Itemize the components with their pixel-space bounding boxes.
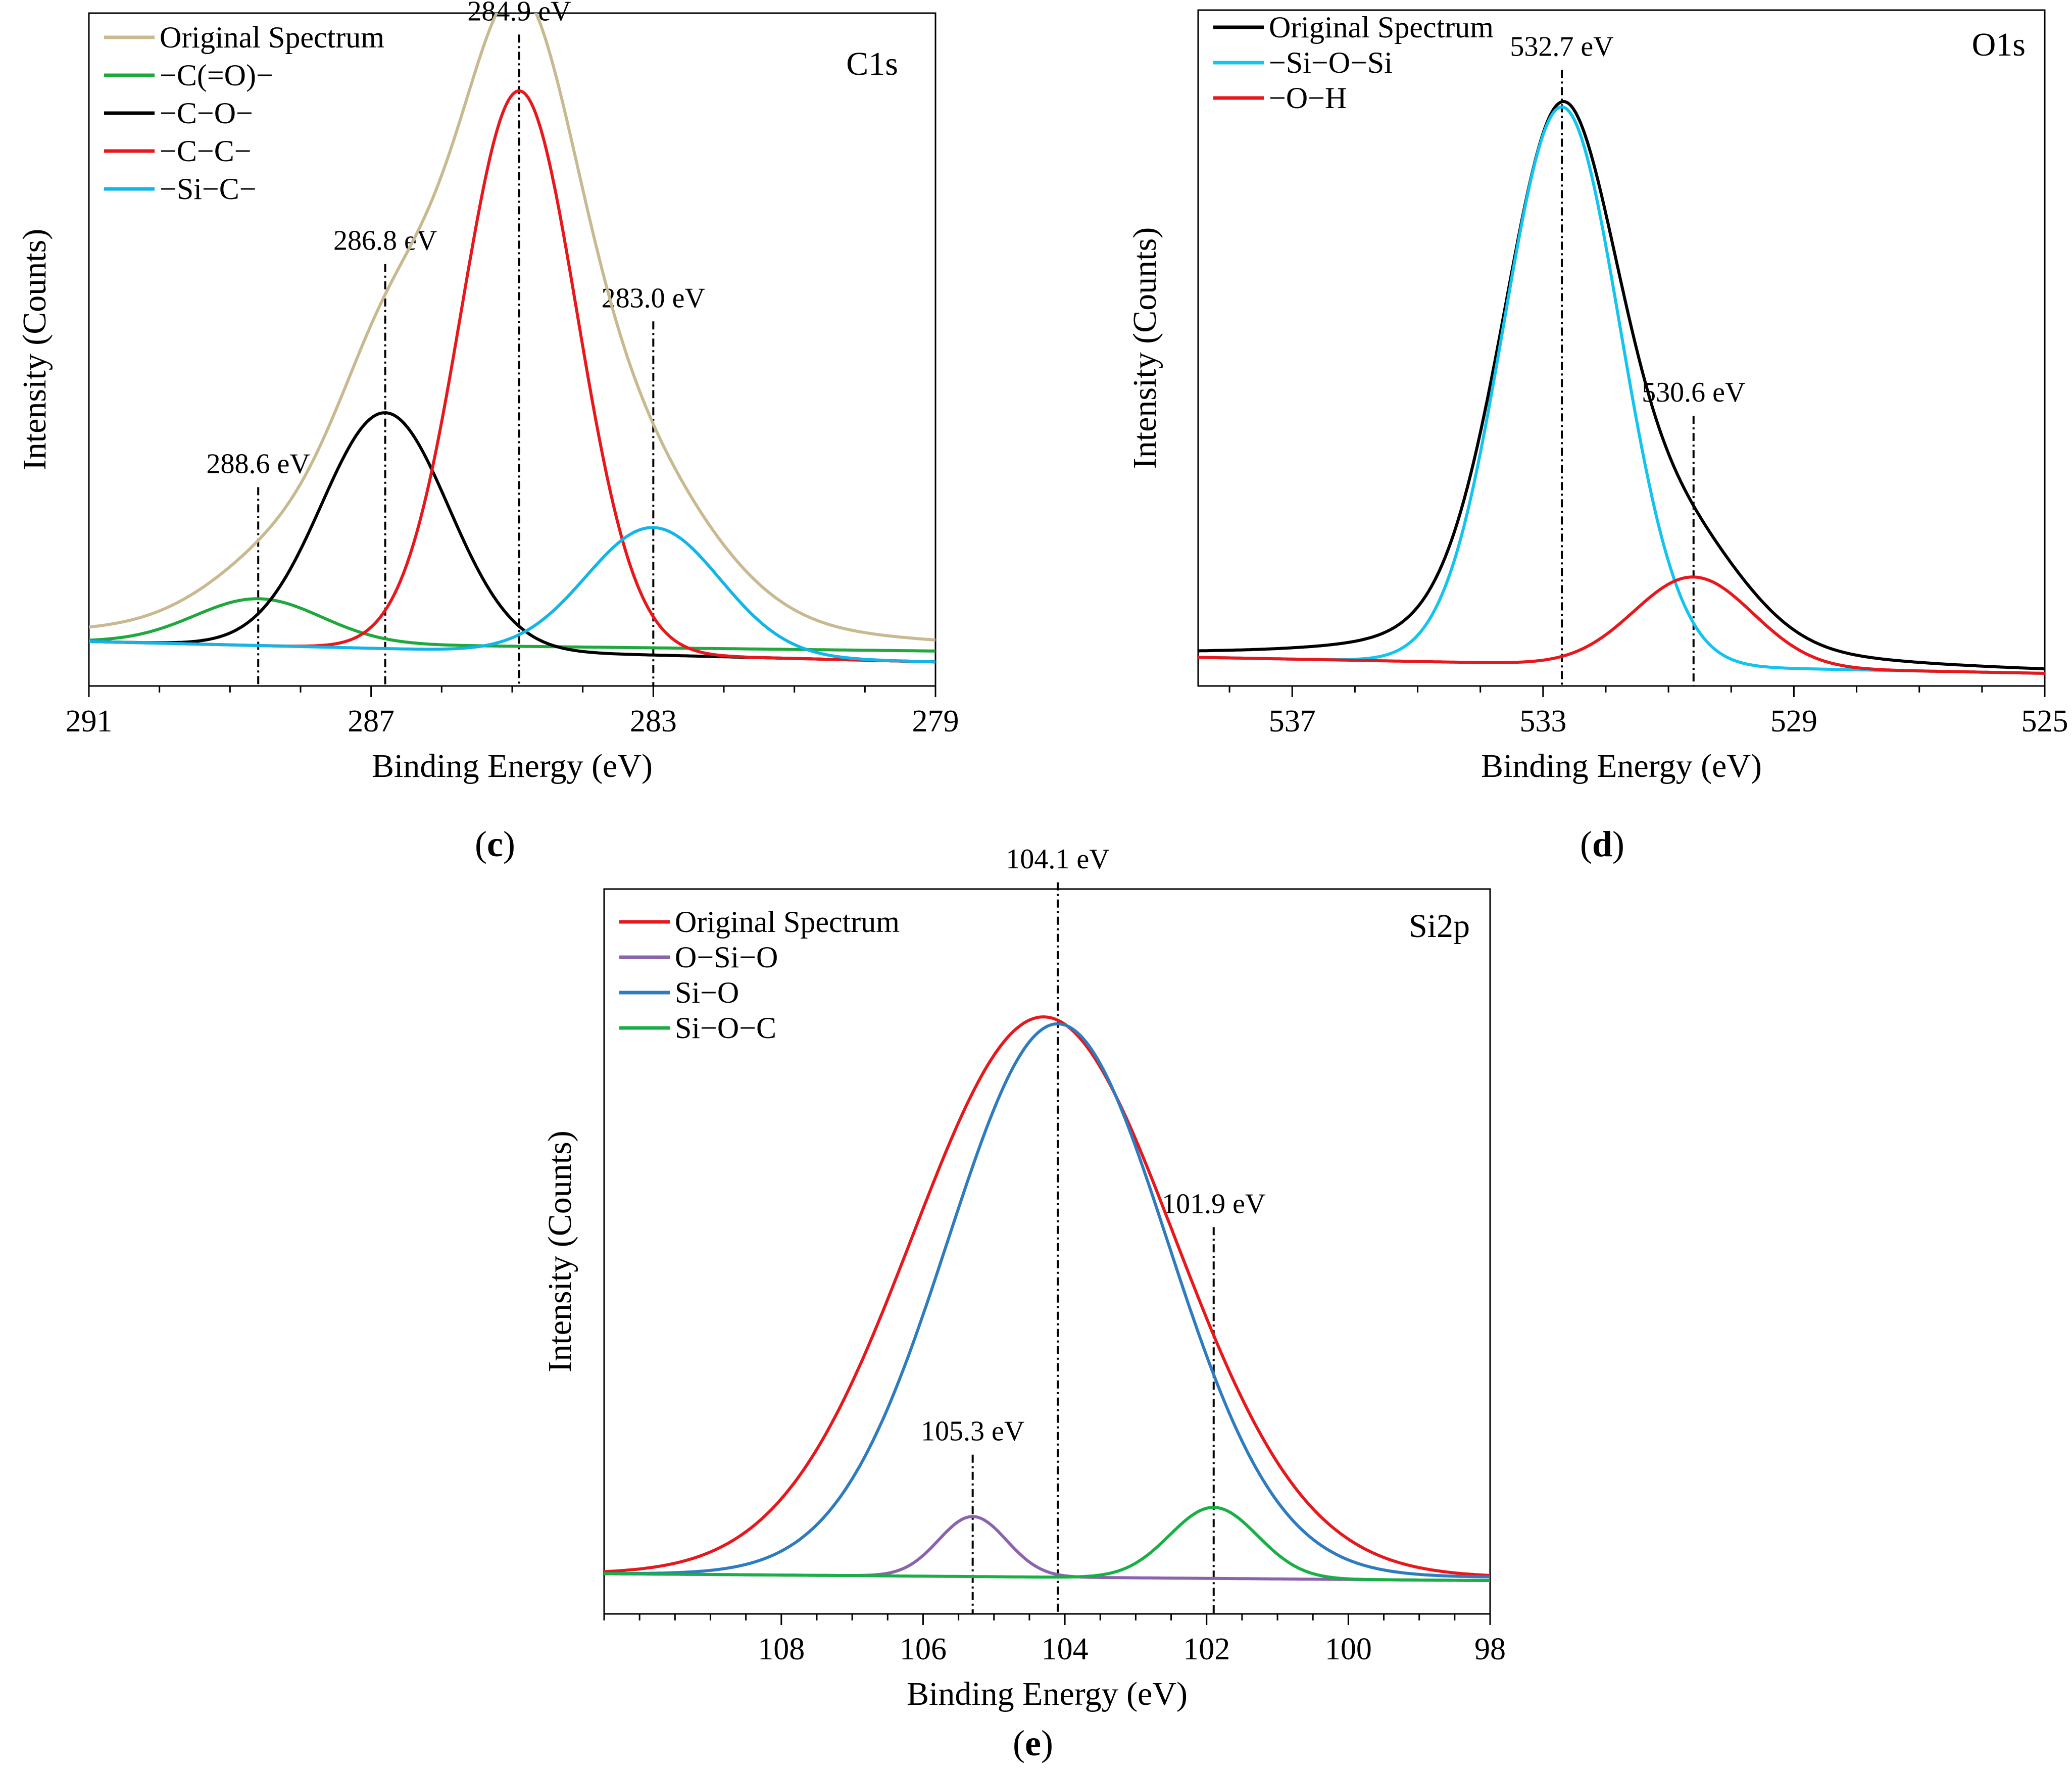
- panel-title: C1s: [846, 45, 898, 82]
- panel-caption: (c): [475, 824, 515, 864]
- y-axis-label: Intensity (Counts): [541, 1130, 578, 1372]
- x-tick-label: 287: [348, 704, 394, 739]
- panel-o1s: 537 533 529 525 Binding Energy (eV) Intensity…: [1126, 9, 2068, 864]
- panel-si2p: 108 106 104 102 100 98 Binding Energy (eV) Inte…: [541, 844, 1506, 1763]
- x-axis-label: Binding Energy (eV): [1481, 748, 1762, 784]
- x-tick-label: 108: [758, 1632, 805, 1666]
- legend-entry: Si−O−C: [675, 1011, 776, 1045]
- series-line: [89, 526, 935, 664]
- panel-title: Si2p: [1409, 908, 1470, 945]
- x-tick-label: 100: [1325, 1632, 1372, 1666]
- series-line: [1198, 100, 2045, 671]
- x-tick-label: 291: [66, 704, 113, 739]
- x-tick-label: 102: [1183, 1632, 1230, 1666]
- x-tick-label: 98: [1474, 1632, 1506, 1666]
- x-axis-label: Binding Energy (eV): [907, 1676, 1188, 1712]
- x-tick-label: 106: [900, 1632, 947, 1666]
- series-line: [1198, 575, 2045, 675]
- peak-label: 532.7 eV: [1510, 31, 1613, 62]
- panel-caption: (d): [1580, 824, 1624, 864]
- peak-label: 286.8 eV: [333, 225, 437, 257]
- legend-entry: Original Spectrum: [160, 21, 384, 54]
- x-tick-label: 283: [630, 704, 677, 739]
- panel-c1s: 291 287 283 279 Binding Energy (eV) Intensity…: [16, 0, 959, 864]
- legend-entry: Original Spectrum: [1269, 11, 1494, 44]
- legend-entry: −O−H: [1269, 81, 1347, 115]
- legend-entry: −C−C−: [160, 134, 252, 168]
- legend-entry: −Si−C−: [160, 172, 257, 206]
- x-tick-label: 279: [912, 704, 959, 739]
- x-tick-label: 537: [1269, 704, 1316, 739]
- peak-label: 288.6 eV: [207, 448, 310, 479]
- peak-label: 104.1 eV: [1006, 844, 1109, 875]
- series-line: [604, 1022, 1490, 1579]
- series-line: [604, 1506, 1490, 1582]
- peak-label: 530.6 eV: [1642, 377, 1745, 408]
- legend-entry: O−Si−O: [675, 941, 778, 974]
- x-tick-label: 533: [1519, 704, 1566, 739]
- panel-title: O1s: [1972, 26, 2026, 63]
- legend-entry: −C−O−: [160, 96, 253, 130]
- series-line: [1198, 105, 2045, 675]
- peak-label: 105.3 eV: [921, 1416, 1024, 1447]
- x-tick-label: 104: [1042, 1632, 1089, 1666]
- legend-entry: Original Spectrum: [675, 905, 900, 939]
- y-axis-label: Intensity (Counts): [1126, 227, 1163, 469]
- panel-caption: (e): [1013, 1723, 1053, 1763]
- legend-entry: Si−O: [675, 976, 739, 1009]
- x-axis-label: Binding Energy (eV): [372, 748, 653, 784]
- series-line: [89, 13, 935, 642]
- series-line: [89, 597, 935, 653]
- legend-entry: −C(=O)−: [160, 59, 273, 92]
- series-line: [604, 1515, 1490, 1583]
- y-axis-label: Intensity (Counts): [16, 229, 53, 470]
- peak-label: 101.9 eV: [1162, 1188, 1265, 1219]
- peak-label: 283.0 eV: [602, 282, 705, 314]
- series-line: [604, 1015, 1490, 1577]
- plot-frame: [603, 888, 1491, 1615]
- peak-label: 284.9 eV: [467, 0, 571, 27]
- x-tick-label: 525: [2021, 704, 2068, 739]
- legend-entry: −Si−O−Si: [1269, 46, 1393, 79]
- plot-frame: [1197, 9, 2046, 687]
- x-tick-label: 529: [1770, 704, 1817, 739]
